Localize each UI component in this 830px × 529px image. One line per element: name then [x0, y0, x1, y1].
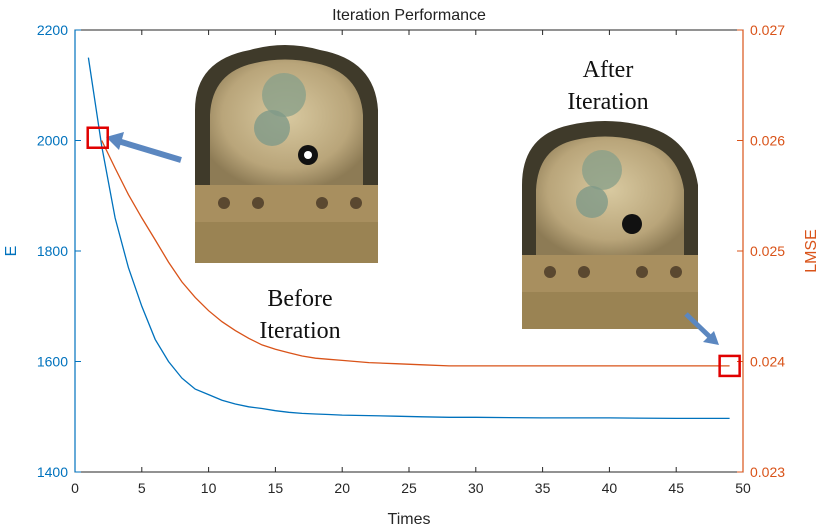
left-tick-label: 2000	[37, 133, 68, 149]
right-tick-label: 0.025	[750, 243, 785, 259]
right-tick-label: 0.024	[750, 354, 785, 370]
lmse-series-line	[101, 140, 730, 367]
start-point-marker	[86, 126, 109, 149]
after-image-dark-flower	[622, 214, 642, 234]
right-tick-label: 0.023	[750, 464, 785, 480]
left-tick-label: 1800	[37, 243, 68, 259]
left-axis-label: E	[3, 246, 20, 257]
after-image-base-lower	[522, 292, 698, 329]
before-iteration-image	[195, 45, 378, 263]
after-image-base-dot	[636, 266, 648, 278]
right-tick-label: 0.027	[750, 22, 785, 38]
marker-layer	[86, 126, 741, 378]
right-axis-label: LMSE	[803, 229, 820, 273]
x-tick-label: 20	[334, 480, 350, 496]
after-iteration-label-line2: Iteration	[567, 89, 648, 115]
before-image-base-lower	[195, 222, 378, 263]
before-arrow	[106, 132, 182, 163]
left-tick-label: 1600	[37, 354, 68, 370]
before-arrow-head	[106, 132, 124, 150]
before-iteration-label-line1: Before	[267, 286, 332, 312]
after-image-base-dot	[670, 266, 682, 278]
after-image-center	[536, 136, 684, 255]
after-iteration-image	[522, 121, 698, 329]
after-arrow-head	[703, 331, 719, 345]
after-image-flower	[582, 150, 622, 190]
right-axis-ticks: 0.023 0.024 0.025 0.026 0.027	[737, 22, 785, 480]
series-layer	[87, 57, 730, 420]
x-tick-label: 35	[535, 480, 551, 496]
left-axis-ticks: 1400 1600 1800 2000 2200	[37, 22, 81, 480]
after-iteration-label-line1: After	[583, 57, 634, 83]
before-image-base-dot	[350, 197, 362, 209]
before-iteration-label-line2: Iteration	[259, 318, 340, 344]
x-tick-label: 0	[71, 480, 79, 496]
before-image-base-dot	[316, 197, 328, 209]
x-tick-label: 40	[602, 480, 618, 496]
after-image-base-dot	[544, 266, 556, 278]
before-image-base-dot	[218, 197, 230, 209]
e-series-line	[87, 57, 730, 420]
end-point-marker	[718, 354, 741, 378]
after-image-flower	[576, 186, 608, 218]
x-tick-label: 10	[201, 480, 217, 496]
before-image-base-dot	[252, 197, 264, 209]
right-tick-label: 0.026	[750, 133, 785, 149]
left-tick-label: 2200	[37, 22, 68, 38]
after-arrow	[684, 312, 719, 345]
before-image-flower	[262, 73, 306, 117]
x-tick-label: 15	[268, 480, 284, 496]
before-image-dark-flower-center	[304, 151, 312, 159]
x-tick-label: 5	[138, 480, 146, 496]
x-tick-label: 50	[735, 480, 751, 496]
x-tick-label: 30	[468, 480, 484, 496]
chart-title: Iteration Performance	[332, 7, 486, 24]
x-axis-ticks: 0 5 10 15 20 25 30 35 40 45 50	[71, 30, 751, 496]
x-axis-label: Times	[388, 511, 431, 528]
x-tick-label: 25	[401, 480, 417, 496]
before-arrow-shaft	[117, 138, 182, 163]
after-image-base-dot	[578, 266, 590, 278]
x-tick-label: 45	[668, 480, 684, 496]
after-arrow-shaft	[684, 312, 712, 339]
left-tick-label: 1400	[37, 464, 68, 480]
before-image-flower	[254, 110, 290, 146]
